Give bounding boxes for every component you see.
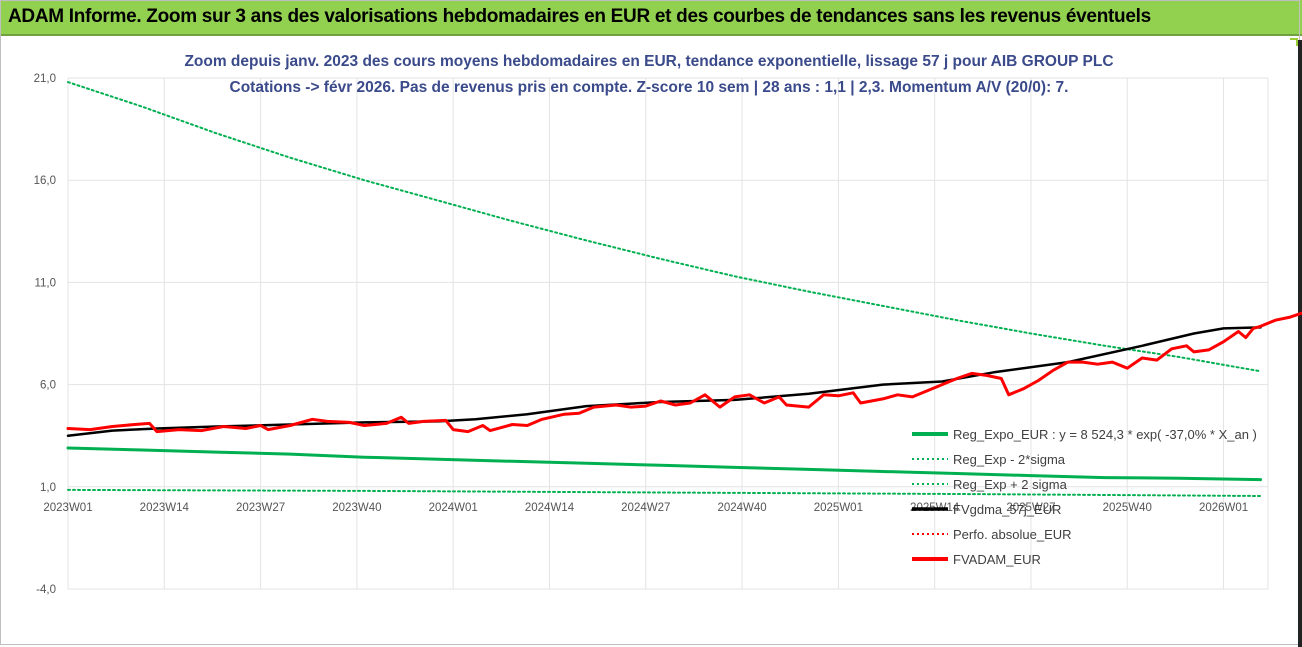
x-tick-label: 2024W14 [525,502,575,514]
x-tick-label: 2023W27 [236,502,285,514]
y-tick-label: 16,0 [34,175,56,187]
y-tick-label: -4,0 [36,584,56,596]
x-tick-label: 2026W01 [1199,502,1248,514]
x-tick-label: 2024W01 [429,502,478,514]
corner-mark [1290,38,1298,46]
series-line-3 [66,326,1262,437]
x-tick-label: 2025W01 [814,502,863,514]
report-banner: ADAM Informe. Zoom sur 3 ans des valoris… [0,0,1302,36]
gridlines [67,77,1269,590]
chart-title-line1: Zoom depuis janv. 2023 des cours moyens … [184,53,1113,70]
window-right-edge [1298,40,1302,647]
series-line-5 [66,311,1302,434]
legend-label: FVgdma_57j_EUR [953,502,1061,517]
legend-label: Reg_Exp + 2 sigma [953,477,1068,492]
x-tick-label: 2025W27 [1006,502,1055,514]
x-tick-label: 2023W14 [140,502,190,514]
y-tick-label: 11,0 [34,277,56,289]
legend-label: Reg_Expo_EUR : y = 8 524,3 * exp( -37,0%… [953,427,1257,442]
x-tick-label: 2024W40 [717,502,766,514]
series-line-0 [66,446,1263,482]
report-title: ADAM Informe. Zoom sur 3 ans des valoris… [8,6,1151,27]
x-axis: 2023W01 2023W14 2023W27 2023W40 2024W01 2024W… [43,502,1248,514]
x-tick-label: 2024W27 [621,502,670,514]
x-tick-label: 2023W01 [43,502,92,514]
x-tick-label: 2025W40 [1103,502,1152,514]
legend-label: Reg_Exp - 2*sigma [953,452,1066,467]
x-tick-label: 2023W40 [332,502,381,514]
y-axis: -4,0 1,0 6,0 11,0 16,0 21,0 [34,73,56,596]
legend-label: FVADAM_EUR [953,552,1041,567]
y-tick-label: 6,0 [40,380,56,392]
legend: Reg_Expo_EUR : y = 8 524,3 * exp( -37,0%… [912,427,1257,567]
y-tick-label: 1,0 [40,482,56,494]
series-line-2 [67,81,1262,373]
y-tick-label: 21,0 [34,73,56,85]
chart-title-line2: Cotations -> févr 2026. Pas de revenus p… [230,79,1069,96]
series-line-1 [67,488,1262,497]
legend-label: Perfo. absolue_EUR [953,527,1072,542]
series-lines [66,81,1302,497]
